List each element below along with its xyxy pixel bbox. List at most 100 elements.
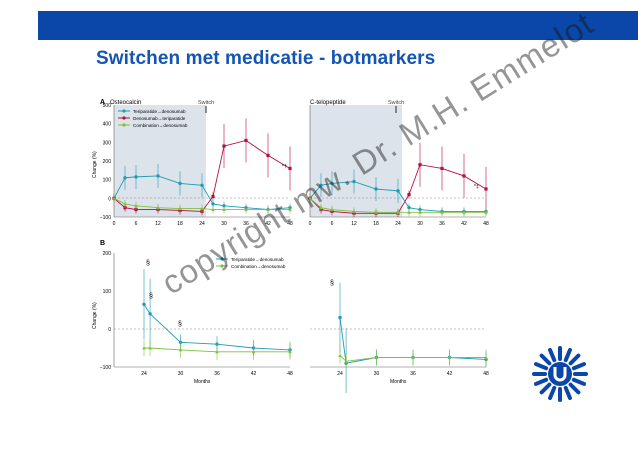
plot-osteocalcin: [112, 118, 292, 216]
xtick-label: 12: [155, 221, 161, 227]
logo-ray: [548, 385, 557, 401]
top-banner-band: [38, 11, 638, 40]
panel-a-left-title: Osteocalcin: [110, 100, 141, 106]
xticks-a-right: 0 6 12 18 24 30 36 42 48: [309, 221, 489, 227]
logo-ray: [539, 353, 552, 366]
plot-b-right: [338, 282, 488, 393]
logo-ray: [563, 347, 572, 363]
xtick-label: 36: [410, 371, 416, 377]
legend-osteocalcin: Teriparatide→denosumab Denosumab→teripara…: [118, 109, 188, 128]
data-point: [200, 206, 204, 210]
data-point: [418, 210, 422, 214]
data-point: [374, 210, 378, 214]
data-point: [344, 359, 348, 363]
xtick-label: 0: [113, 221, 116, 227]
section-mark-2: §: [149, 293, 153, 300]
xtick-label: 0: [309, 221, 312, 227]
logo-ray: [568, 382, 581, 395]
xtick-label: 24: [395, 221, 401, 227]
data-point: [244, 138, 248, 143]
data-point: [123, 176, 127, 180]
data-point: [112, 196, 116, 200]
legend-marker: [122, 109, 126, 113]
xtick-label: 24: [199, 221, 205, 227]
data-point: [142, 346, 146, 350]
data-point: [222, 207, 226, 211]
star-a-left: *†: [282, 164, 287, 170]
data-point: [418, 163, 422, 167]
switch-label-a-left: Switch: [198, 100, 214, 106]
data-point: [142, 302, 146, 306]
logo-ray: [571, 377, 587, 386]
switch-label-a-right: Switch: [388, 100, 404, 106]
legend-marker: [220, 264, 224, 268]
top-banner: [0, 0, 638, 40]
logo-ray: [563, 385, 572, 401]
data-point: [407, 205, 411, 210]
logo-ray: [539, 382, 552, 395]
data-point: [178, 181, 182, 186]
data-point: [134, 175, 138, 179]
xticks-b-left: 24 30 36 42 48: [141, 371, 293, 377]
ytick-label: 300: [103, 140, 112, 146]
panel-b-label: B: [100, 240, 105, 247]
data-point: [200, 183, 204, 187]
data-point: [396, 210, 400, 214]
legend-label: Denosumab→teriparatide: [133, 116, 186, 121]
logo-u-icon: [553, 367, 567, 382]
ytick-label: 200: [103, 159, 112, 165]
data-point: [156, 205, 160, 210]
data-point: [338, 315, 342, 320]
shade-a-right: [310, 105, 402, 217]
plot-ctelopeptide: [308, 142, 488, 218]
legend-label: Teriparatide→denosumab: [231, 257, 284, 262]
ytick-label: 100: [103, 178, 112, 184]
star-a-right: *‡: [474, 184, 479, 190]
data-point: [440, 166, 444, 171]
data-point: [319, 205, 323, 210]
xtick-label: 30: [417, 221, 423, 227]
plot-b-left: [142, 269, 292, 360]
data-point: [215, 350, 219, 354]
yticks-b: 200 100 0 −100: [100, 251, 111, 371]
xticks-b-right: 24 30 36 42 48: [337, 371, 489, 377]
figure: A Osteocalcin Switch 5004003002001000−10…: [92, 99, 489, 393]
logo-ray: [571, 362, 587, 371]
data-point: [396, 189, 400, 193]
series-line: [143, 304, 291, 351]
data-point: [123, 202, 127, 206]
xtick-label: 36: [243, 221, 249, 227]
xtick-label: 24: [141, 371, 147, 377]
ylabel-b: Change (%): [92, 302, 98, 329]
data-point: [330, 207, 334, 211]
logo-ray: [533, 377, 549, 386]
ytick-label: 0: [108, 327, 111, 333]
xtick-label: 36: [439, 221, 445, 227]
ytick-label: 200: [103, 251, 112, 257]
data-point: [352, 179, 356, 184]
xlabel-b-left: Months: [194, 379, 211, 385]
ytick-label: 400: [103, 122, 112, 128]
legend-label: Teriparatide→denosumab: [133, 109, 186, 114]
legend-panel-b: Teriparatide→denosumab Combination→denosu…: [216, 257, 286, 269]
data-point: [266, 153, 270, 157]
logo-ray: [548, 347, 557, 363]
data-point: [148, 312, 152, 316]
ytick-label: 100: [103, 289, 112, 295]
data-point: [484, 210, 488, 214]
data-point: [211, 202, 215, 206]
xtick-label: 18: [373, 221, 379, 227]
data-point: [484, 187, 488, 191]
university-logo: [532, 346, 588, 402]
ylabel-a: Change (%): [92, 151, 98, 178]
xtick-label: 42: [461, 221, 467, 227]
section-mark-3: §: [178, 321, 182, 328]
ytick-label: −100: [100, 365, 111, 371]
legend-marker: [122, 123, 126, 127]
xlabel-b-right: Months: [390, 379, 407, 385]
xtick-label: 48: [287, 371, 293, 377]
section-mark-4: §: [330, 280, 334, 287]
data-point: [134, 204, 138, 208]
xtick-label: 42: [265, 221, 271, 227]
xtick-label: 48: [483, 221, 489, 227]
